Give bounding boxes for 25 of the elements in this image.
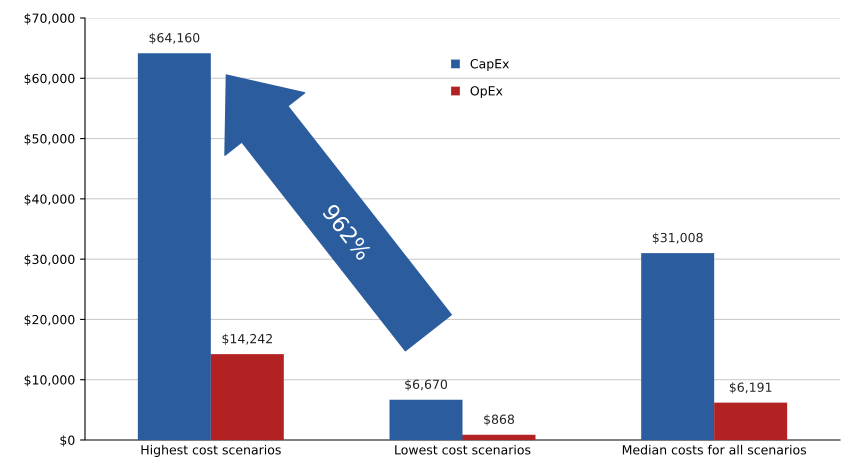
y-tick-label: $10,000 xyxy=(24,374,74,386)
data-label: $64,160 xyxy=(150,32,200,44)
y-tick-label: $20,000 xyxy=(24,314,74,326)
y-tick-label: $0 xyxy=(60,435,74,447)
x-tick-label: Highest cost scenarios xyxy=(141,444,281,457)
bar xyxy=(138,53,211,440)
bar xyxy=(641,253,714,440)
data-label: $6,670 xyxy=(405,379,448,391)
bar xyxy=(714,402,788,440)
legend-label: OpEx xyxy=(470,86,503,98)
y-tick-label: $70,000 xyxy=(24,13,74,25)
x-tick-label: Median costs for all scenarios xyxy=(622,444,806,455)
y-tick-label: $40,000 xyxy=(24,194,74,206)
data-label: $6,191 xyxy=(730,382,772,394)
legend-label: CapEx xyxy=(470,59,510,71)
bar xyxy=(390,400,462,440)
data-label: $31,008 xyxy=(652,232,703,244)
y-tick-label: $30,000 xyxy=(24,254,74,266)
x-tick-label: Lowest cost scenarios xyxy=(395,444,530,455)
data-label: $868 xyxy=(484,414,514,426)
y-tick-label: $60,000 xyxy=(24,74,74,85)
bar xyxy=(210,354,284,440)
data-label: $14,242 xyxy=(222,334,272,346)
bar xyxy=(462,434,536,440)
y-tick-label: $50,000 xyxy=(24,134,74,146)
